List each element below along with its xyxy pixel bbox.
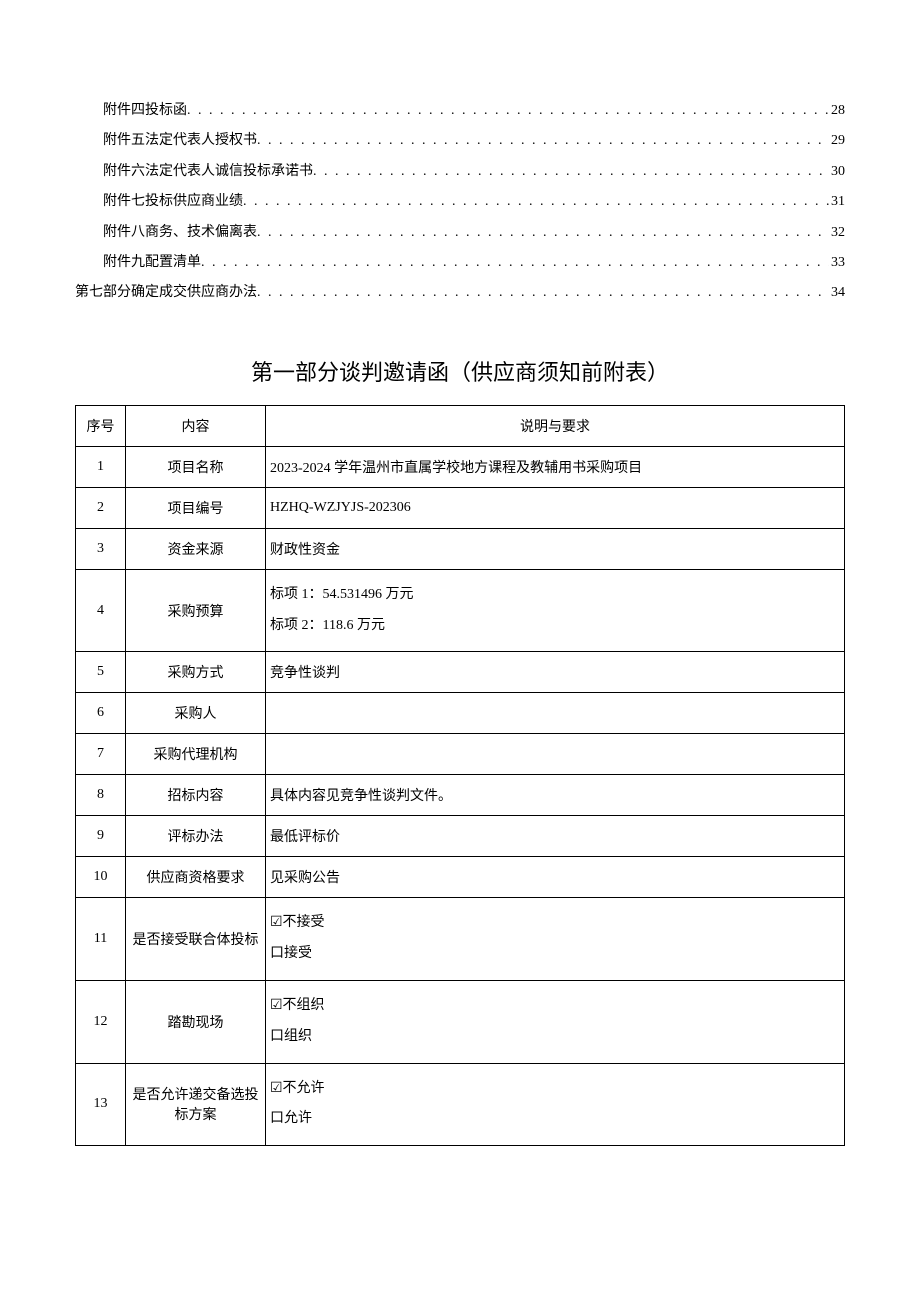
toc-item: 附件八商务、技术偏离表 . . . . . . . . . . . . . . … <box>75 222 845 244</box>
toc-label: 附件七投标供应商业绩 <box>103 191 243 213</box>
cell-content: 是否允许递交备选投标方案 <box>126 1063 266 1146</box>
cell-content: 项目编号 <box>126 487 266 528</box>
table-row: 9评标办法最低评标价 <box>76 816 845 857</box>
cell-seq: 5 <box>76 652 126 693</box>
cell-content: 资金来源 <box>126 528 266 569</box>
table-row: 13是否允许递交备选投标方案☑不允许口允许 <box>76 1063 845 1146</box>
toc-item: 附件五法定代表人授权书 . . . . . . . . . . . . . . … <box>75 130 845 152</box>
header-seq: 序号 <box>76 405 126 446</box>
cell-seq: 10 <box>76 857 126 898</box>
info-table: 序号 内容 说明与要求 1项目名称2023-2024 学年温州市直属学校地方课程… <box>75 405 845 1146</box>
cell-content: 采购代理机构 <box>126 734 266 775</box>
cell-content: 是否接受联合体投标 <box>126 898 266 981</box>
header-content: 内容 <box>126 405 266 446</box>
toc-leader-dots: . . . . . . . . . . . . . . . . . . . . … <box>257 282 829 304</box>
table-row: 5采购方式竞争性谈判 <box>76 652 845 693</box>
cell-seq: 4 <box>76 569 126 652</box>
cell-desc: 最低评标价 <box>266 816 845 857</box>
cell-desc: 财政性资金 <box>266 528 845 569</box>
cell-desc: ☑不接受口接受 <box>266 898 845 981</box>
toc-page-number: 33 <box>829 252 845 274</box>
toc-item: 附件四投标函 . . . . . . . . . . . . . . . . .… <box>75 100 845 122</box>
table-row: 3资金来源财政性资金 <box>76 528 845 569</box>
toc-page-number: 34 <box>829 282 845 304</box>
cell-content: 采购人 <box>126 693 266 734</box>
cell-desc: 标项 1：54.531496 万元标项 2：118.6 万元 <box>266 569 845 652</box>
table-body: 1项目名称2023-2024 学年温州市直属学校地方课程及教辅用书采购项目2项目… <box>76 446 845 1145</box>
cell-seq: 7 <box>76 734 126 775</box>
cell-seq: 3 <box>76 528 126 569</box>
toc-label: 附件五法定代表人授权书 <box>103 130 257 152</box>
cell-content: 踏勘现场 <box>126 980 266 1063</box>
cell-desc: 见采购公告 <box>266 857 845 898</box>
cell-desc <box>266 693 845 734</box>
toc-leader-dots: . . . . . . . . . . . . . . . . . . . . … <box>257 130 829 152</box>
cell-seq: 12 <box>76 980 126 1063</box>
cell-content: 招标内容 <box>126 775 266 816</box>
table-row: 4采购预算标项 1：54.531496 万元标项 2：118.6 万元 <box>76 569 845 652</box>
table-row: 8招标内容具体内容见竞争性谈判文件。 <box>76 775 845 816</box>
toc-page-number: 30 <box>829 161 845 183</box>
toc-label: 第七部分确定成交供应商办法 <box>75 282 257 304</box>
cell-seq: 11 <box>76 898 126 981</box>
table-of-contents: 附件四投标函 . . . . . . . . . . . . . . . . .… <box>75 100 845 305</box>
toc-page-number: 29 <box>829 130 845 152</box>
toc-label: 附件八商务、技术偏离表 <box>103 222 257 244</box>
cell-seq: 1 <box>76 446 126 487</box>
toc-label: 附件九配置清单 <box>103 252 201 274</box>
toc-leader-dots: . . . . . . . . . . . . . . . . . . . . … <box>257 222 829 244</box>
cell-content: 评标办法 <box>126 816 266 857</box>
table-row: 2项目编号HZHQ-WZJYJS-202306 <box>76 487 845 528</box>
cell-desc <box>266 734 845 775</box>
toc-label: 附件四投标函 <box>103 100 187 122</box>
toc-item: 第七部分确定成交供应商办法 . . . . . . . . . . . . . … <box>75 282 845 304</box>
cell-content: 项目名称 <box>126 446 266 487</box>
cell-seq: 13 <box>76 1063 126 1146</box>
table-row: 12踏勘现场☑不组织口组织 <box>76 980 845 1063</box>
cell-seq: 9 <box>76 816 126 857</box>
cell-desc: 竞争性谈判 <box>266 652 845 693</box>
table-row: 6采购人 <box>76 693 845 734</box>
toc-leader-dots: . . . . . . . . . . . . . . . . . . . . … <box>201 252 829 274</box>
cell-content: 采购方式 <box>126 652 266 693</box>
toc-leader-dots: . . . . . . . . . . . . . . . . . . . . … <box>313 161 829 183</box>
toc-page-number: 32 <box>829 222 845 244</box>
cell-desc: ☑不允许口允许 <box>266 1063 845 1146</box>
cell-seq: 8 <box>76 775 126 816</box>
cell-content: 采购预算 <box>126 569 266 652</box>
cell-content: 供应商资格要求 <box>126 857 266 898</box>
cell-desc: 具体内容见竞争性谈判文件。 <box>266 775 845 816</box>
table-row: 1项目名称2023-2024 学年温州市直属学校地方课程及教辅用书采购项目 <box>76 446 845 487</box>
toc-page-number: 28 <box>829 100 845 122</box>
section-title: 第一部分谈判邀请函（供应商须知前附表） <box>75 355 845 387</box>
cell-desc: 2023-2024 学年温州市直属学校地方课程及教辅用书采购项目 <box>266 446 845 487</box>
toc-leader-dots: . . . . . . . . . . . . . . . . . . . . … <box>243 191 829 213</box>
table-row: 11是否接受联合体投标☑不接受口接受 <box>76 898 845 981</box>
cell-desc: HZHQ-WZJYJS-202306 <box>266 487 845 528</box>
header-desc: 说明与要求 <box>266 405 845 446</box>
toc-leader-dots: . . . . . . . . . . . . . . . . . . . . … <box>187 100 829 122</box>
toc-label: 附件六法定代表人诚信投标承诺书 <box>103 161 313 183</box>
table-row: 10供应商资格要求见采购公告 <box>76 857 845 898</box>
toc-item: 附件九配置清单 . . . . . . . . . . . . . . . . … <box>75 252 845 274</box>
toc-item: 附件六法定代表人诚信投标承诺书 . . . . . . . . . . . . … <box>75 161 845 183</box>
cell-seq: 2 <box>76 487 126 528</box>
table-row: 7采购代理机构 <box>76 734 845 775</box>
toc-item: 附件七投标供应商业绩 . . . . . . . . . . . . . . .… <box>75 191 845 213</box>
cell-desc: ☑不组织口组织 <box>266 980 845 1063</box>
cell-seq: 6 <box>76 693 126 734</box>
toc-page-number: 31 <box>829 191 845 213</box>
table-header-row: 序号 内容 说明与要求 <box>76 405 845 446</box>
